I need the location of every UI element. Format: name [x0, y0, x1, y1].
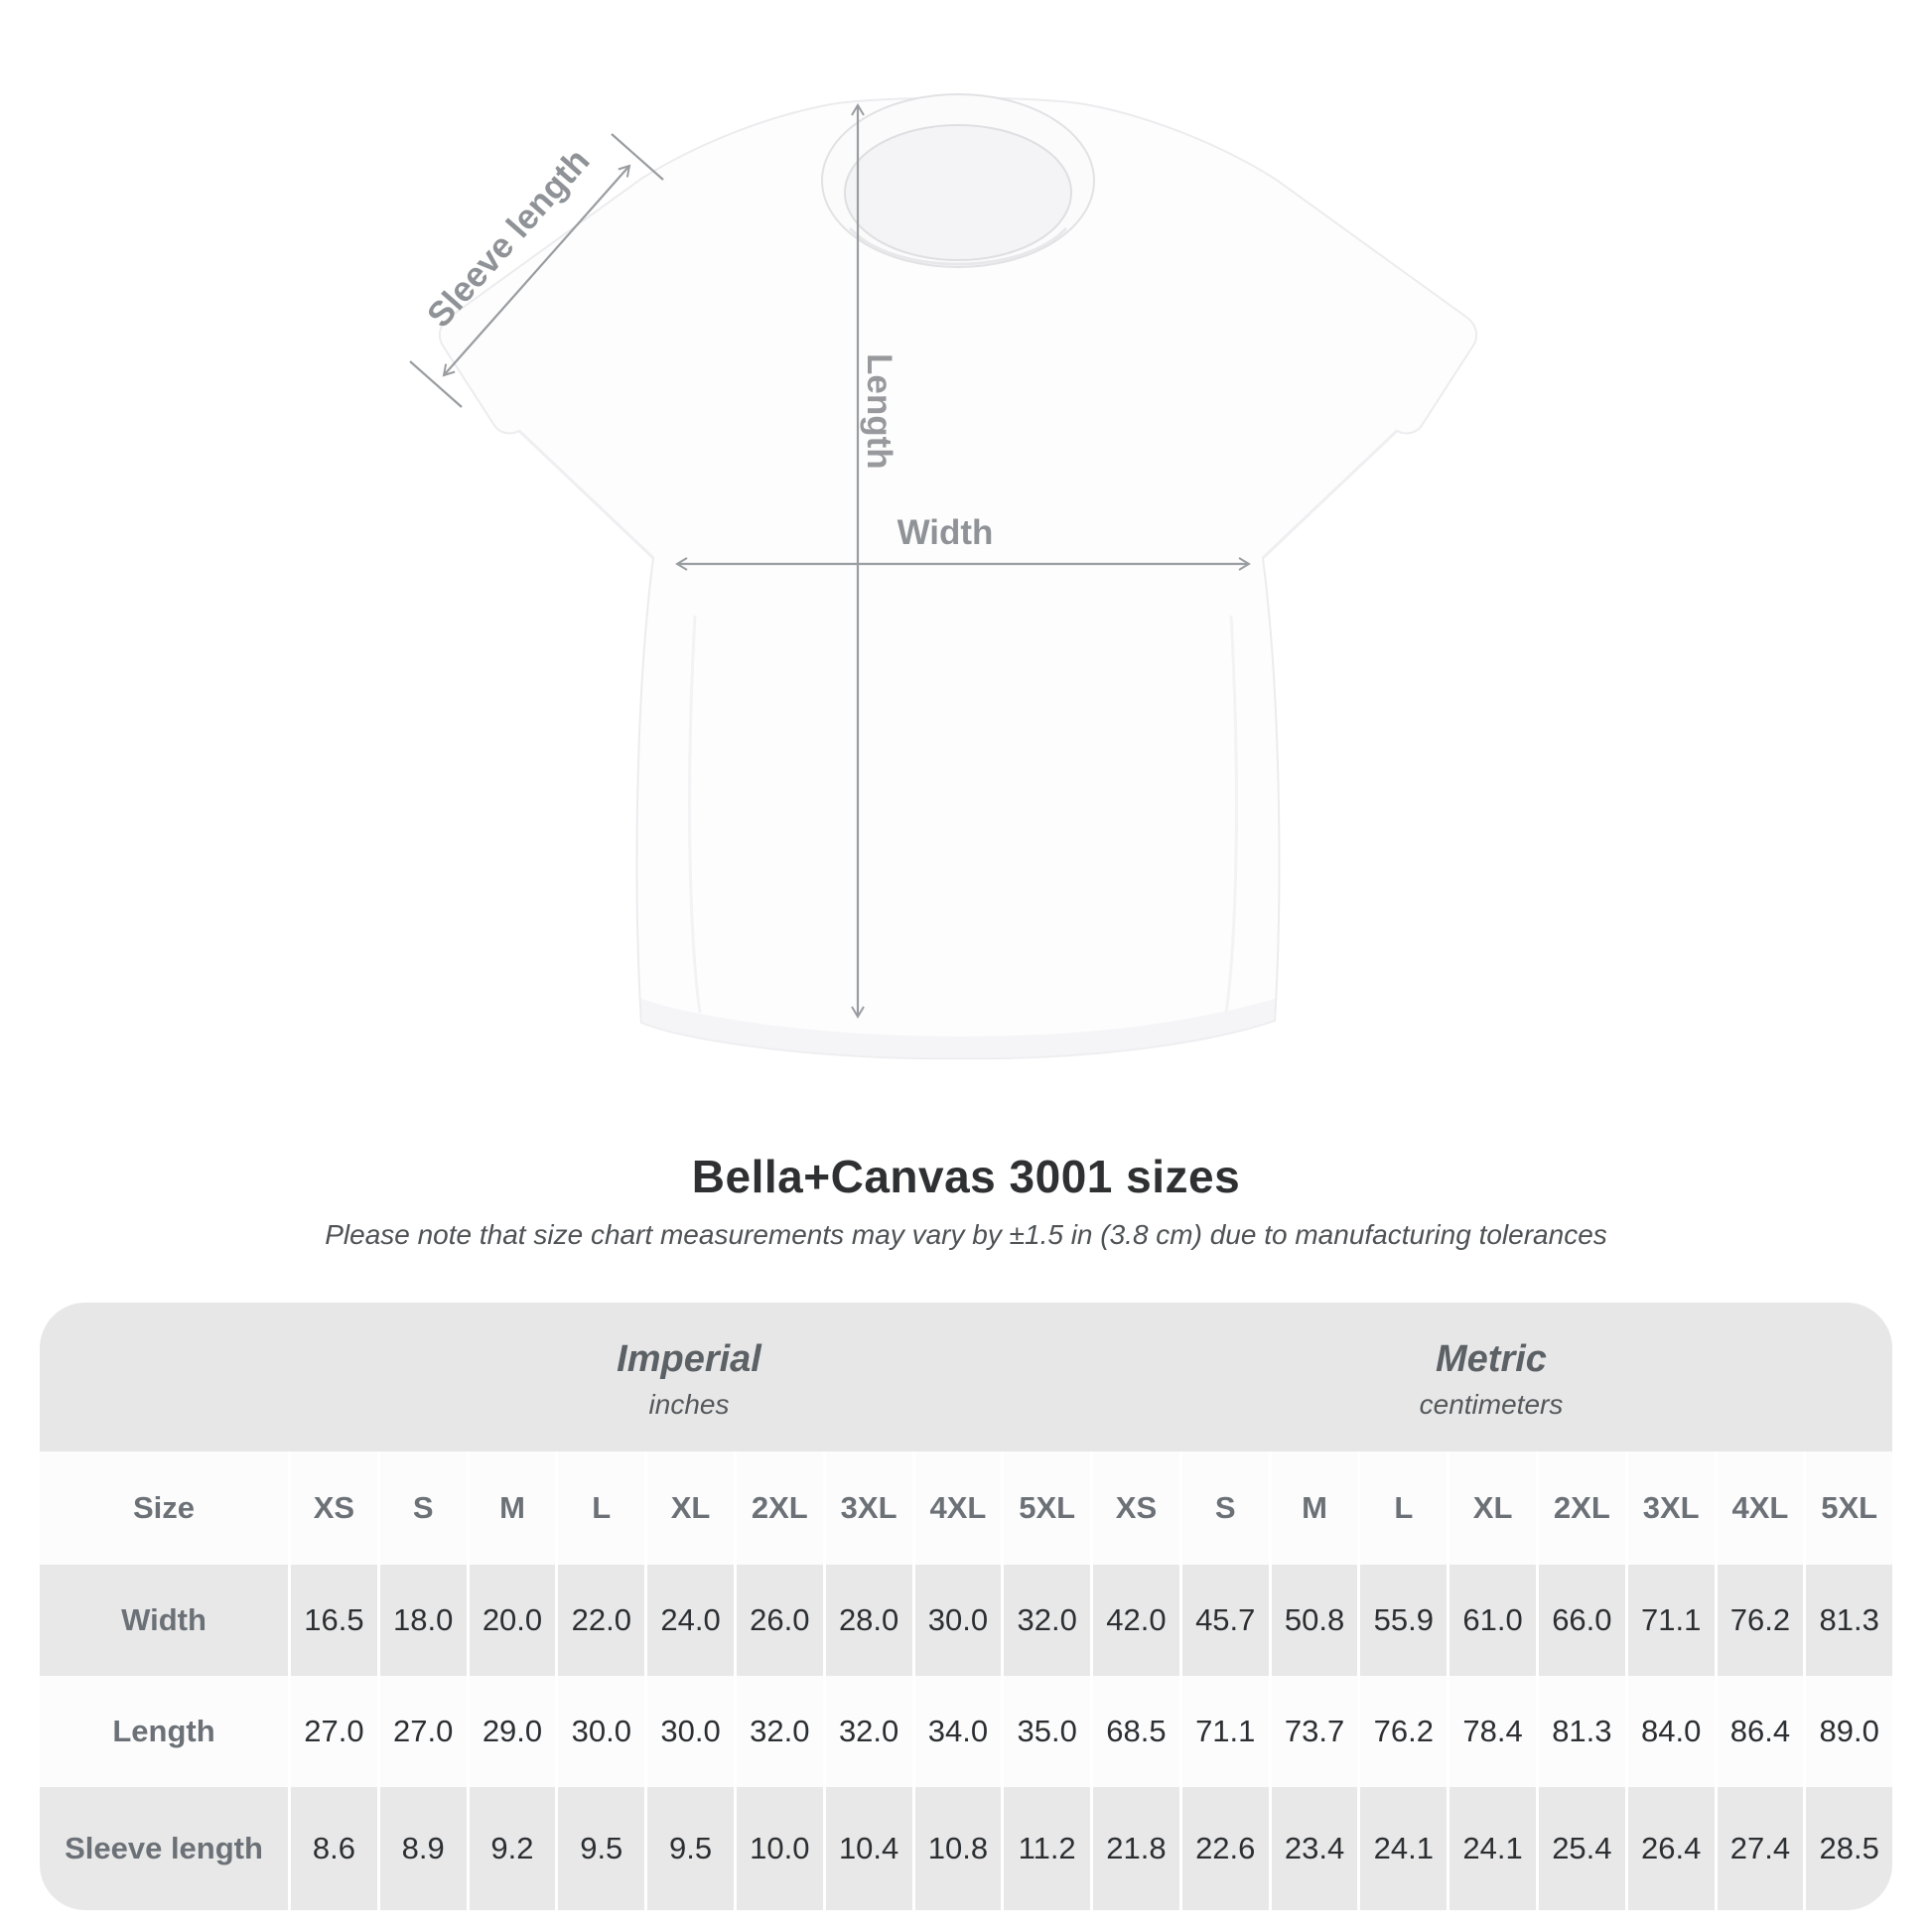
size-column-header: Size [133, 1490, 196, 1525]
measurement-cell: 27.4 [1714, 1787, 1804, 1910]
row-label: Width [121, 1602, 207, 1637]
title-block: Bella+Canvas 3001 sizes Please note that… [0, 1150, 1932, 1251]
measurement-cell: 20.0 [466, 1565, 556, 1676]
units-band-spacer [40, 1303, 288, 1451]
page-title: Bella+Canvas 3001 sizes [691, 1151, 1241, 1202]
measurement-cell: 9.5 [644, 1787, 734, 1910]
size-table: Imperial inches Metric centimeters Size … [40, 1303, 1892, 1910]
size-col-header-imperial-5xl: 5XL [1001, 1451, 1090, 1565]
imperial-unit-label: inches [648, 1388, 730, 1420]
measurement-cell: 27.0 [376, 1676, 467, 1787]
measurement-cell: 23.4 [1268, 1787, 1358, 1910]
measurement-cell: 76.2 [1714, 1565, 1804, 1676]
measurement-cell: 42.0 [1090, 1565, 1179, 1676]
table-row-sleeve-length: Sleeve length 8.6 8.9 9.2 9.5 9.5 10.0 10.4 10.8… [40, 1787, 1892, 1910]
measurement-cell: 24.1 [1447, 1787, 1536, 1910]
measurement-cell: 9.2 [466, 1787, 556, 1910]
measurement-cell: 45.7 [1178, 1565, 1269, 1676]
size-col-header-metric-3xl: 3XL [1624, 1451, 1715, 1565]
size-col-header-imperial-s: S [376, 1451, 467, 1565]
measurement-cell: 61.0 [1447, 1565, 1536, 1676]
measurement-cell: 24.1 [1357, 1787, 1447, 1910]
measurement-cell: 28.0 [822, 1565, 912, 1676]
measurement-cell: 29.0 [466, 1676, 556, 1787]
measurement-cell: 28.5 [1803, 1787, 1892, 1910]
measurement-cell: 78.4 [1447, 1676, 1536, 1787]
table-row-length: Length 27.0 27.0 29.0 30.0 30.0 32.0 32.0 34.0 35… [40, 1676, 1892, 1787]
size-col-header-imperial-3xl: 3XL [822, 1451, 912, 1565]
page-subtitle: Please note that size chart measurements… [325, 1219, 1607, 1250]
measurement-cell: 89.0 [1803, 1676, 1892, 1787]
measurement-cell: 32.0 [822, 1676, 912, 1787]
measurement-cell: 30.0 [555, 1676, 644, 1787]
tshirt-illustration [438, 93, 1478, 1060]
row-label: Sleeve length [65, 1831, 263, 1865]
measurement-cell: 25.4 [1535, 1787, 1625, 1910]
measurement-cell: 10.4 [822, 1787, 912, 1910]
size-col-header-imperial-2xl: 2XL [733, 1451, 823, 1565]
measurement-cell: 34.0 [911, 1676, 1002, 1787]
imperial-header-group: Imperial inches [288, 1303, 1090, 1451]
size-col-header-metric-xl: XL [1447, 1451, 1536, 1565]
measurement-cell: 50.8 [1268, 1565, 1358, 1676]
size-col-header-imperial-xl: XL [644, 1451, 734, 1565]
table-row-width: Width 16.5 18.0 20.0 22.0 24.0 26.0 28.0 30.0 32.… [40, 1565, 1892, 1676]
measurement-cell: 76.2 [1357, 1676, 1447, 1787]
metric-label: Metric [1436, 1337, 1547, 1380]
measurement-cell: 30.0 [644, 1676, 734, 1787]
measurement-cell: 8.9 [376, 1787, 467, 1910]
measurement-cell: 71.1 [1624, 1565, 1715, 1676]
size-col-header-metric-xs: XS [1090, 1451, 1179, 1565]
units-header-band: Imperial inches Metric centimeters [40, 1303, 1892, 1451]
measurement-cell: 32.0 [1001, 1565, 1090, 1676]
measurement-cell: 11.2 [1001, 1787, 1090, 1910]
measurement-cell: 66.0 [1535, 1565, 1625, 1676]
tshirt-measurement-diagram: Length Width Sleeve length [409, 93, 1478, 1060]
size-col-header-metric-2xl: 2XL [1535, 1451, 1625, 1565]
measurement-cell: 71.1 [1178, 1676, 1269, 1787]
size-col-header-metric-l: L [1357, 1451, 1447, 1565]
measurement-cell: 35.0 [1001, 1676, 1090, 1787]
sleeve-dimension-arrow [409, 133, 664, 408]
measurement-cell: 81.3 [1803, 1565, 1892, 1676]
measurement-cell: 24.0 [644, 1565, 734, 1676]
size-header-row: Size XS S M L XL 2XL 3XL 4XL 5XL XS S M L XL 2XL 3XL 4XL… [40, 1451, 1892, 1565]
length-label: Length [860, 353, 898, 470]
measurement-cell: 81.3 [1535, 1676, 1625, 1787]
size-col-header-metric-4xl: 4XL [1714, 1451, 1804, 1565]
measurement-cell: 18.0 [376, 1565, 467, 1676]
measurement-cell: 10.0 [733, 1787, 823, 1910]
measurement-cell: 8.6 [288, 1787, 377, 1910]
size-col-header-imperial-4xl: 4XL [911, 1451, 1002, 1565]
measurement-cell: 26.4 [1624, 1787, 1715, 1910]
measurement-cell: 22.0 [555, 1565, 644, 1676]
size-col-header-imperial-m: M [466, 1451, 556, 1565]
measurement-cell: 10.8 [911, 1787, 1002, 1910]
measurement-cell: 86.4 [1714, 1676, 1804, 1787]
measurement-cell: 32.0 [733, 1676, 823, 1787]
measurement-cell: 22.6 [1178, 1787, 1269, 1910]
measurement-cell: 16.5 [288, 1565, 377, 1676]
measurement-cell: 21.8 [1090, 1787, 1179, 1910]
measurement-cell: 84.0 [1624, 1676, 1715, 1787]
size-col-header-metric-m: M [1268, 1451, 1358, 1565]
size-col-header-imperial-l: L [555, 1451, 644, 1565]
measurement-cell: 9.5 [555, 1787, 644, 1910]
size-col-header-imperial-xs: XS [288, 1451, 377, 1565]
metric-header-group: Metric centimeters [1090, 1303, 1892, 1451]
measurement-cell: 55.9 [1357, 1565, 1447, 1676]
size-col-header-metric-5xl: 5XL [1803, 1451, 1892, 1565]
size-col-header-metric-s: S [1178, 1451, 1269, 1565]
row-label: Length [112, 1714, 215, 1748]
measurement-cell: 73.7 [1268, 1676, 1358, 1787]
measurement-cell: 27.0 [288, 1676, 377, 1787]
measurement-cell: 30.0 [911, 1565, 1002, 1676]
measurement-cell: 26.0 [733, 1565, 823, 1676]
metric-unit-label: centimeters [1419, 1388, 1564, 1420]
width-label: Width [897, 513, 994, 552]
imperial-label: Imperial [617, 1337, 761, 1380]
measurement-cell: 68.5 [1090, 1676, 1179, 1787]
